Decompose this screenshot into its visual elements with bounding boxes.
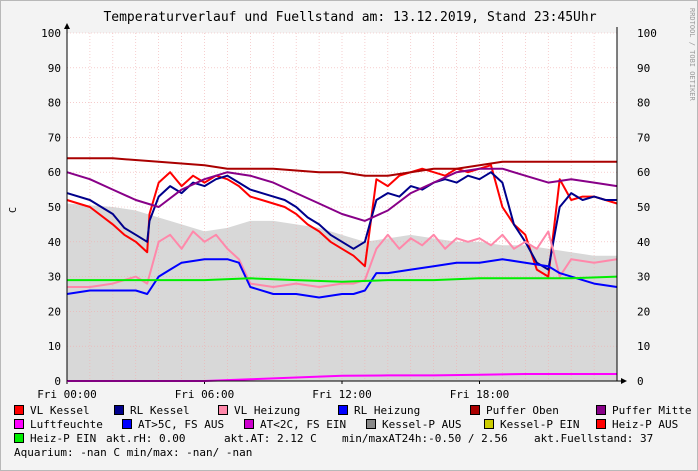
legend-label: Kessel-P AUS — [382, 418, 462, 431]
series-vl-heizung-line — [67, 230, 618, 288]
legend-label: AT<2C, FS EIN — [260, 418, 347, 431]
legend-label: VL Kessel — [30, 404, 90, 417]
y-axis-label: C — [8, 207, 19, 213]
y-tick-label-left: 90 — [48, 62, 61, 75]
legend-item-rl-kessel: RL Kessel — [114, 404, 190, 417]
legend-label: Heiz-P AUS — [612, 418, 679, 431]
legend-swatch — [14, 433, 24, 443]
legend-item-heiz-p-ein: Heiz-P EIN — [14, 432, 96, 445]
y-tick-label-right: 0 — [637, 375, 644, 388]
akt-at-status: akt.AT: 2.12 C — [224, 432, 317, 445]
legend-swatch — [218, 405, 228, 415]
x-tick-label: Fri 12:00 — [312, 388, 372, 400]
legend-item-kessel-p-ein: Kessel-P EIN — [484, 418, 579, 431]
legend-item-vl-heizung: VL Heizung — [218, 404, 300, 417]
akt-rh-status: akt.rH: 0.00 — [106, 432, 186, 445]
x-tick-label: Fri 18:00 — [450, 388, 510, 400]
legend-item-puffer-mitte: Puffer Mitte — [596, 404, 691, 417]
legend-label: Heiz-P EIN — [30, 432, 97, 445]
temperature-chart: Temperaturverlauf und Fuellstand am: 13.… — [8, 10, 657, 400]
legend-swatch — [244, 419, 254, 429]
series-puffer-mitte-line — [66, 167, 618, 222]
chart-title: Temperaturverlauf und Fuellstand am: 13.… — [103, 10, 596, 25]
y-tick-label-left: 60 — [48, 166, 61, 179]
legend-swatch — [366, 419, 376, 429]
legend-item-luftfeuchte: Luftfeuchte — [14, 418, 103, 431]
y-tick-label-right: 80 — [637, 97, 650, 110]
x-axis-arrow — [621, 378, 627, 384]
y-tick-label-left: 0 — [54, 375, 61, 388]
legend-swatch — [14, 419, 24, 429]
series-rl-kessel-line — [66, 171, 617, 271]
y-tick-label-right: 30 — [637, 271, 650, 284]
legend-item-kessel-p-aus: Kessel-P AUS — [366, 418, 461, 431]
legend-swatch — [484, 419, 494, 429]
series-rl-heizung-line — [66, 258, 618, 299]
y-tick-label-left: 40 — [48, 236, 61, 249]
y-tick-label-left: 20 — [48, 305, 61, 318]
series-heiz-p-ein-line — [67, 275, 618, 283]
y-tick-label-right: 70 — [637, 131, 650, 144]
y-tick-label-right: 60 — [637, 166, 650, 179]
legend-label: VL Heizung — [234, 404, 301, 417]
y-tick-label-right: 90 — [637, 62, 650, 75]
legend: VL Kessel RL Kessel VL Heizung RL Heizung Pu… — [14, 404, 694, 460]
x-tick-label: Fri 06:00 — [175, 388, 235, 400]
legend-swatch — [122, 419, 132, 429]
legend-label: RL Heizung — [354, 404, 421, 417]
legend-item-at-5c-fs-aus: AT>5C, FS AUS — [122, 418, 224, 431]
y-tick-label-right: 10 — [637, 340, 650, 353]
y-tick-label-left: 100 — [41, 27, 61, 40]
y-tick-label-left: 10 — [48, 340, 61, 353]
fuellstand-status: akt.Fuellstand: 37 — [534, 432, 654, 445]
min-max-at-status: min/maxAT24h:-0.50 / 2.56 — [342, 432, 508, 445]
legend-label: AT>5C, FS AUS — [138, 418, 225, 431]
legend-item-puffer-oben: Puffer Oben — [470, 404, 559, 417]
legend-swatch — [114, 405, 124, 415]
legend-swatch — [14, 405, 24, 415]
legend-item-at-2c-fs-ein: AT<2C, FS EIN — [244, 418, 346, 431]
y-tick-label-left: 80 — [48, 97, 61, 110]
series-vl-kessel-line — [66, 164, 618, 278]
legend-item-rl-heizung: RL Heizung — [338, 404, 420, 417]
legend-label: Kessel-P EIN — [500, 418, 580, 431]
legend-swatch — [596, 419, 606, 429]
y-tick-label-left: 70 — [48, 131, 61, 144]
x-tick-label: Fri 00:00 — [37, 388, 97, 400]
legend-item-heiz-p-aus: Heiz-P AUS — [596, 418, 678, 431]
y-tick-label-left: 50 — [48, 201, 61, 214]
y-tick-label-right: 100 — [637, 27, 657, 40]
y-axis-arrow — [64, 23, 70, 29]
y-tick-label-right: 20 — [637, 305, 650, 318]
y-tick-label-left: 30 — [48, 271, 61, 284]
legend-label: RL Kessel — [130, 404, 190, 417]
legend-item-vl-kessel: VL Kessel — [14, 404, 90, 417]
legend-swatch — [596, 405, 606, 415]
legend-label: Puffer Mitte — [612, 404, 692, 417]
legend-swatch — [470, 405, 480, 415]
y-tick-label-right: 40 — [637, 236, 650, 249]
y-tick-label-right: 50 — [637, 201, 650, 214]
rrdtool-watermark: RRDTOOL / TOBI OETIKER — [688, 8, 696, 101]
series-puffer-oben-line — [67, 157, 617, 177]
legend-label: Luftfeuchte — [30, 418, 103, 431]
aquarium-status: Aquarium: -nan C min/max: -nan/ -nan — [14, 446, 253, 459]
legend-swatch — [338, 405, 348, 415]
legend-label: Puffer Oben — [486, 404, 559, 417]
